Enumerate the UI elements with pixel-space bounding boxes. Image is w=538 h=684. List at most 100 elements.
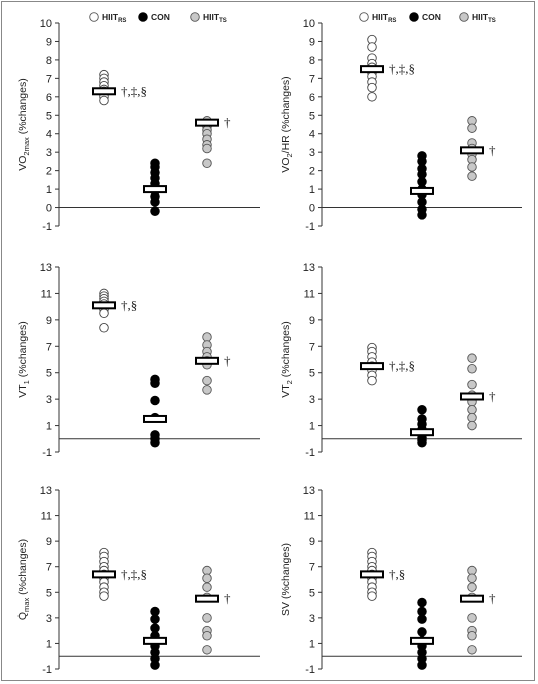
significance-annotation: †,‡,§ xyxy=(121,83,147,98)
mean-bar-con xyxy=(143,185,167,194)
y-tick-label: 9 xyxy=(46,36,52,48)
y-tick-label: 9 xyxy=(309,36,315,48)
y-tick-label: 2 xyxy=(309,166,315,178)
mean-bar-hiitts xyxy=(460,146,484,155)
y-tick-label: 7 xyxy=(46,341,52,353)
significance-annotation: † xyxy=(224,591,231,606)
data-point-hiitts xyxy=(202,645,212,655)
data-point-con xyxy=(417,614,427,624)
data-point-hiitts xyxy=(467,645,477,655)
data-point-con xyxy=(417,210,427,220)
legend-label-hiitts: HIITTS xyxy=(203,12,227,24)
legend-label-hiitrs: HIITRS xyxy=(102,12,126,24)
data-point-hiitts xyxy=(467,162,477,172)
data-point-hiitrs xyxy=(367,42,377,52)
significance-annotation: †,‡,§ xyxy=(389,358,415,373)
y-tick-label: -1 xyxy=(305,221,315,233)
data-point-hiitts xyxy=(467,412,477,423)
y-tick-label: 6 xyxy=(46,92,52,104)
y-tick-label: 1 xyxy=(46,184,52,196)
y-tick-label: 5 xyxy=(309,368,315,380)
y-tick-label: 10 xyxy=(303,18,315,30)
data-point-hiitts xyxy=(467,631,477,641)
y-tick-label: 10 xyxy=(40,18,52,30)
mean-bar-hiitrs xyxy=(92,301,116,310)
data-point-con xyxy=(417,660,427,670)
data-point-hiitrs xyxy=(367,82,377,93)
y-tick-label: 3 xyxy=(309,147,315,159)
data-point-hiitts xyxy=(202,582,212,592)
panel-vohr: -1 0 1 2 3 4 5 6 7 8 9 10 VO2/HR (%changes) †,‡,§ † HII… xyxy=(280,12,522,233)
y-tick-label: 13 xyxy=(303,485,315,497)
legend-marker-hiitrs xyxy=(89,12,99,22)
data-point-con xyxy=(150,614,160,624)
data-point-hiitts xyxy=(202,631,212,641)
legend: HIITRS CON HIITTS xyxy=(89,12,227,24)
y-tick-label: 5 xyxy=(46,110,52,122)
mean-bar-hiitrs xyxy=(92,87,116,96)
data-point-hiitrs xyxy=(367,591,377,601)
data-point-con xyxy=(417,404,427,415)
y-tick-label: 3 xyxy=(46,394,52,406)
mean-bar-con xyxy=(143,636,167,645)
y-tick-label: 9 xyxy=(46,315,52,327)
mean-bar-hiitts xyxy=(195,594,219,603)
data-point-hiitrs xyxy=(367,92,377,102)
data-point-hiitts xyxy=(467,353,477,363)
y-axis-label: VO2max (%changes) xyxy=(17,78,31,170)
data-point-con xyxy=(150,395,160,406)
data-point-hiitts xyxy=(202,573,212,583)
y-tick-label: 11 xyxy=(304,288,315,300)
y-tick-label: 7 xyxy=(309,73,315,85)
y-tick-label: 4 xyxy=(309,129,315,141)
y-tick-label: -1 xyxy=(305,664,315,676)
data-point-hiitts xyxy=(467,404,477,415)
significance-annotation: † xyxy=(489,142,496,157)
y-tick-label: -1 xyxy=(42,664,52,676)
y-tick-label: 8 xyxy=(309,55,315,67)
mean-bar-con xyxy=(410,636,434,645)
significance-annotation: †,§ xyxy=(389,566,405,581)
y-axis-label: VO2/HR (%changes) xyxy=(280,76,294,172)
y-tick-label: 7 xyxy=(46,73,52,85)
y-axis-label: VT2 (%changes) xyxy=(280,321,294,398)
y-tick-label: 13 xyxy=(40,485,52,497)
y-tick-label: 11 xyxy=(41,288,52,300)
y-tick-label: 9 xyxy=(309,315,315,327)
legend-marker-hiitts xyxy=(459,12,469,22)
mean-bar-con xyxy=(410,428,434,437)
data-point-hiitts xyxy=(467,379,477,390)
data-point-hiitts xyxy=(467,171,477,181)
y-tick-label: 5 xyxy=(46,587,52,599)
data-point-con xyxy=(150,660,160,670)
y-tick-label: 1 xyxy=(309,184,315,196)
significance-annotation: †,‡,§ xyxy=(389,61,415,76)
y-tick-label: 1 xyxy=(309,638,315,650)
significance-annotation: † xyxy=(489,389,496,404)
y-tick-label: 7 xyxy=(309,562,315,574)
mean-bar-hiitts xyxy=(195,118,219,127)
data-point-hiitts xyxy=(467,364,477,374)
y-tick-label: 6 xyxy=(309,92,315,104)
y-tick-label: 3 xyxy=(309,613,315,625)
legend-label-con: CON xyxy=(151,12,170,22)
y-axis-label: Q̇max (%changes) xyxy=(16,539,31,620)
legend-marker-hiitrs xyxy=(359,12,369,22)
data-point-hiitts xyxy=(467,573,477,583)
y-tick-label: 1 xyxy=(46,638,52,650)
panel-vo2max: -1 0 1 2 3 4 5 6 7 8 9 10 VO2max (%changes) †,‡,§ † HII… xyxy=(17,12,260,233)
significance-annotation: † xyxy=(224,115,231,130)
mean-bar-hiitts xyxy=(460,594,484,603)
significance-annotation: † xyxy=(224,353,231,368)
data-point-hiitrs xyxy=(99,323,109,333)
y-tick-label: 7 xyxy=(309,341,315,353)
data-point-con xyxy=(150,197,160,207)
y-tick-label: 5 xyxy=(309,110,315,122)
y-axis-label: VT1 (%changes) xyxy=(17,321,31,398)
y-tick-label: -1 xyxy=(42,447,52,459)
legend-label-con: CON xyxy=(422,12,441,22)
significance-annotation: †,‡,§ xyxy=(121,566,147,581)
